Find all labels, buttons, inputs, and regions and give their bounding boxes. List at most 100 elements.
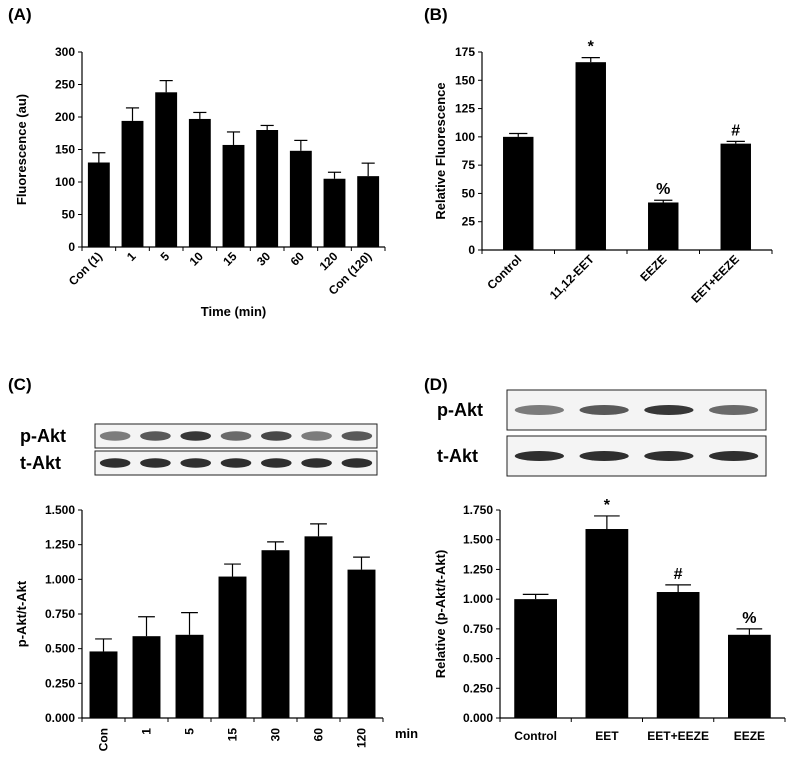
blot-band (579, 451, 629, 461)
blot-band (301, 431, 332, 441)
bar (89, 651, 118, 718)
bar (720, 143, 751, 250)
panel-label: (D) (424, 375, 448, 394)
x-tick-label: Control (514, 729, 557, 743)
blot-band (140, 458, 171, 468)
y-tick-label: 1.000 (463, 592, 493, 606)
y-tick-label: 75 (462, 158, 476, 172)
y-tick-label: 0.250 (45, 676, 75, 690)
significance-marker: # (674, 566, 683, 583)
bar (585, 529, 629, 718)
y-tick-label: 1.250 (463, 562, 493, 576)
blot-band (341, 431, 373, 441)
blot-band (99, 431, 131, 441)
y-tick-label: 300 (55, 45, 75, 59)
bar (218, 576, 247, 718)
bar (175, 634, 204, 718)
blot-band (220, 458, 252, 468)
x-tick-label: 30 (269, 728, 283, 742)
panel-label: (C) (8, 375, 32, 394)
significance-marker: * (588, 39, 595, 56)
bar (575, 62, 606, 250)
blot-band (644, 405, 694, 415)
bar (289, 150, 312, 247)
y-axis-label: Relative (p-Akt/t-Akt) (433, 550, 448, 679)
x-tick-label: 11,12-EET (547, 252, 597, 302)
y-tick-label: 0.500 (45, 642, 75, 656)
y-tick-label: 0.250 (463, 681, 493, 695)
significance-marker: % (656, 181, 670, 198)
x-tick-label: 120 (355, 728, 369, 748)
bar (261, 550, 290, 718)
x-tick-label: 1 (140, 728, 154, 735)
y-tick-label: 100 (55, 175, 75, 189)
blot-band (341, 458, 373, 468)
blot-label: t-Akt (437, 446, 478, 466)
bar (87, 162, 110, 247)
panel-label: (A) (8, 5, 32, 24)
bar (256, 130, 279, 247)
y-tick-label: 1.000 (45, 572, 75, 586)
x-tick-label: 10 (187, 249, 207, 269)
bar (347, 569, 376, 718)
x-tick-label: EET+EEZE (647, 729, 709, 743)
y-tick-label: 0.500 (463, 652, 493, 666)
significance-marker: % (742, 610, 756, 627)
blot-band (260, 431, 292, 441)
blot-band (180, 458, 212, 468)
y-tick-label: 200 (55, 110, 75, 124)
x-tick-label: EET+EEZE (688, 252, 742, 306)
x-axis-label: min (395, 726, 418, 741)
bar (728, 634, 771, 718)
blot-label: p-Akt (20, 426, 66, 446)
x-tick-label: Con (97, 728, 111, 751)
bar (656, 592, 700, 718)
bar (503, 136, 534, 250)
bar (323, 178, 346, 247)
significance-marker: # (731, 122, 740, 139)
y-tick-label: 1.750 (463, 503, 493, 517)
y-axis-label: Fluorescence (au) (14, 94, 29, 205)
y-tick-label: 100 (455, 130, 475, 144)
y-axis-label: Relative Fluorescence (433, 82, 448, 219)
blot-band (514, 451, 564, 461)
blot-band (220, 431, 252, 441)
x-tick-label: 60 (312, 728, 326, 742)
x-tick-label: EEZE (637, 252, 669, 284)
y-tick-label: 175 (455, 45, 475, 59)
blot-band (709, 405, 759, 415)
y-axis-label: p-Akt/t-Akt (14, 580, 29, 647)
x-axis-label: Time (min) (201, 304, 267, 319)
blot-band (140, 431, 171, 441)
y-tick-label: 125 (455, 102, 475, 116)
y-tick-label: 0.000 (45, 711, 75, 725)
y-tick-label: 1.500 (463, 533, 493, 547)
x-tick-label: 120 (317, 249, 341, 273)
bar (222, 144, 245, 247)
y-tick-label: 250 (55, 78, 75, 92)
blot-band (260, 458, 292, 468)
blot-band (644, 451, 694, 461)
blot-band (579, 405, 629, 415)
y-tick-label: 50 (62, 208, 76, 222)
bar (648, 202, 679, 250)
y-tick-label: 50 (462, 186, 476, 200)
y-tick-label: 0 (468, 243, 475, 257)
y-tick-label: 150 (55, 143, 75, 157)
bar (304, 536, 333, 718)
x-tick-label: 15 (220, 249, 240, 269)
bar (357, 176, 380, 247)
panel-label: (B) (424, 5, 448, 24)
blot-band (514, 405, 564, 415)
x-tick-label: 30 (254, 249, 274, 269)
x-tick-label: Control (484, 252, 524, 292)
y-tick-label: 150 (455, 73, 475, 87)
y-tick-label: 25 (462, 215, 476, 229)
y-tick-label: 0.750 (45, 607, 75, 621)
bar (188, 118, 211, 247)
blot-label: t-Akt (20, 453, 61, 473)
bar (132, 636, 161, 718)
blot-band (99, 458, 131, 468)
